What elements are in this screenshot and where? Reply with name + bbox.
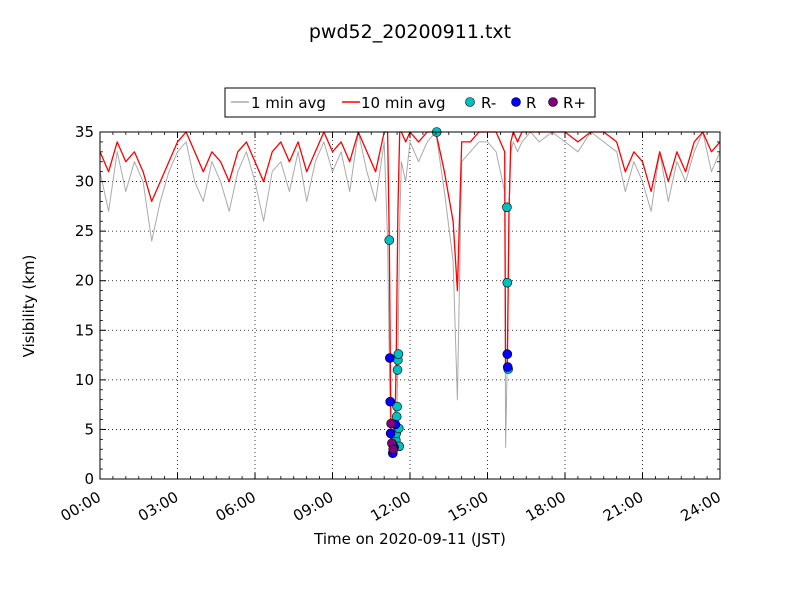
data-point-Rplus [388, 444, 399, 455]
x-tick-label: 24:00 [678, 488, 724, 525]
data-point-R [502, 349, 513, 359]
x-tick-label: 09:00 [290, 488, 336, 525]
legend-marker-r [511, 97, 521, 107]
y-tick-label: 30 [75, 173, 94, 191]
x-axis-label: Time on 2020-09-11 (JST) [313, 530, 506, 548]
legend-marker-r-plus [548, 97, 558, 107]
legend-label-r-plus: R+ [563, 94, 586, 112]
data-point-Rminus [384, 235, 395, 245]
series-line-10-min-avg [99, 131, 721, 450]
y-tick-label: 25 [75, 222, 94, 240]
x-tick-label: 00:00 [58, 488, 104, 525]
x-tick-label: 15:00 [445, 488, 491, 525]
grid [100, 132, 720, 479]
legend-label-r: R [526, 94, 536, 112]
data-point-R [385, 428, 396, 439]
data-point-Rminus [502, 202, 512, 213]
legend-marker-r-minus [465, 97, 475, 107]
data-point-Rminus [392, 401, 402, 412]
x-tick-label: 12:00 [368, 488, 414, 525]
series-line-1-min-avg [99, 131, 721, 458]
legend-frame [224, 87, 596, 118]
data-point-Rminus [392, 365, 403, 375]
legend: 1 min avg 10 min avg R- R R+ [224, 87, 596, 118]
legend-label-1-min-avg: 1 min avg [251, 94, 326, 112]
y-tick-label: 15 [75, 321, 94, 339]
data-point-Rminus [502, 277, 513, 288]
data-point-Rminus [393, 349, 404, 359]
legend-label-r-minus: R- [481, 94, 496, 112]
x-tick-label: 06:00 [213, 488, 259, 525]
data-point-R [385, 396, 396, 407]
legend-label-10-min-avg: 10 min avg [361, 94, 446, 112]
x-tick-label: 18:00 [523, 488, 569, 525]
chart-title: pwd52_20200911.txt [309, 21, 511, 43]
x-tick-label: 03:00 [135, 488, 181, 525]
x-tick-label: 21:00 [600, 488, 646, 525]
y-tick-label: 35 [75, 123, 94, 141]
data-point-R [384, 353, 395, 363]
y-tick-label: 10 [75, 371, 94, 389]
y-tick-label: 0 [84, 470, 94, 488]
data-point-R [502, 362, 513, 372]
y-tick-label: 5 [84, 420, 94, 438]
y-axis-label: Visibility (km) [20, 255, 38, 358]
data-point-Rplus [386, 418, 396, 429]
y-tick-label: 20 [75, 272, 94, 290]
